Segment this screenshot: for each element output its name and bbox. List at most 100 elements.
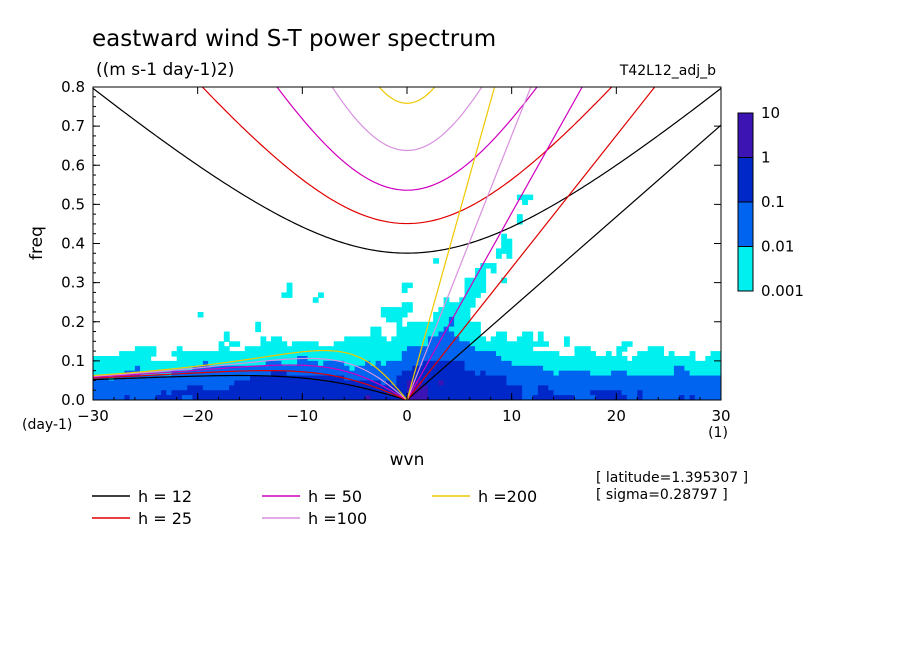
power-cell bbox=[684, 355, 691, 362]
power-cell bbox=[564, 360, 570, 367]
power-cell bbox=[344, 341, 351, 347]
power-cell bbox=[527, 336, 534, 342]
power-cell bbox=[93, 365, 99, 372]
power-cell bbox=[715, 365, 721, 372]
power-cell bbox=[344, 385, 351, 391]
power-cell bbox=[715, 351, 721, 357]
power-cell bbox=[475, 272, 481, 279]
power-cell bbox=[516, 219, 523, 225]
power-cell bbox=[527, 360, 534, 367]
power-cell bbox=[438, 375, 445, 382]
power-cell bbox=[108, 385, 115, 391]
power-cell bbox=[417, 375, 424, 382]
power-cell bbox=[490, 360, 497, 367]
power-cell bbox=[548, 395, 555, 400]
power-cell bbox=[652, 351, 659, 357]
power-cell bbox=[270, 336, 277, 342]
power-cell bbox=[516, 336, 523, 342]
power-cell bbox=[239, 390, 246, 396]
power-cell bbox=[454, 311, 460, 318]
power-cell bbox=[323, 346, 330, 352]
power-cell bbox=[239, 395, 246, 400]
power-cell bbox=[344, 395, 351, 400]
power-cell bbox=[626, 395, 633, 400]
power-cell bbox=[516, 346, 523, 352]
power-cell bbox=[302, 365, 309, 372]
power-cell bbox=[595, 390, 602, 396]
power-cell bbox=[553, 375, 560, 382]
power-cell bbox=[192, 380, 199, 386]
power-cell bbox=[244, 380, 251, 386]
power-cell bbox=[564, 380, 570, 386]
power-cell bbox=[433, 370, 439, 377]
power-cell bbox=[202, 375, 209, 382]
power-cell bbox=[119, 385, 125, 391]
power-cell bbox=[375, 395, 382, 400]
power-cell bbox=[443, 365, 450, 372]
power-cell bbox=[443, 341, 450, 347]
power-cell bbox=[197, 360, 204, 367]
power-cell bbox=[276, 336, 282, 342]
power-cell bbox=[417, 390, 424, 396]
power-cell bbox=[506, 395, 513, 400]
power-cell bbox=[532, 370, 539, 377]
power-cell bbox=[490, 385, 497, 391]
power-cell bbox=[218, 375, 225, 382]
y-tick-label: 0.2 bbox=[61, 313, 85, 331]
power-cell bbox=[710, 355, 717, 362]
power-cell bbox=[260, 341, 267, 347]
power-cell bbox=[223, 346, 230, 352]
power-cell bbox=[401, 365, 408, 372]
x-tick-label: −10 bbox=[287, 407, 319, 425]
power-cell bbox=[658, 395, 665, 400]
power-cell bbox=[427, 385, 434, 391]
power-cell bbox=[427, 360, 434, 367]
power-cell bbox=[155, 365, 162, 372]
power-cell bbox=[668, 385, 675, 391]
power-cell bbox=[338, 351, 345, 357]
power-cell bbox=[443, 316, 450, 323]
power-cell bbox=[501, 331, 508, 338]
colorbar-swatch bbox=[737, 201, 754, 247]
power-cell bbox=[553, 370, 560, 377]
power-cell bbox=[548, 375, 555, 382]
power-cell bbox=[386, 316, 392, 323]
power-cell bbox=[370, 346, 377, 352]
power-cell bbox=[166, 390, 173, 396]
power-cell bbox=[181, 375, 188, 382]
power-cell bbox=[312, 360, 319, 367]
power-cell bbox=[365, 336, 371, 342]
power-cell bbox=[464, 311, 471, 318]
power-cell bbox=[574, 370, 581, 377]
power-cell bbox=[93, 370, 99, 377]
legend-label: h = 25 bbox=[138, 509, 192, 528]
power-cell bbox=[637, 375, 644, 382]
power-cell bbox=[119, 395, 125, 400]
power-cell bbox=[218, 380, 225, 386]
power-cell bbox=[328, 370, 335, 377]
power-cell bbox=[396, 321, 403, 328]
power-cell bbox=[543, 390, 549, 396]
power-cell bbox=[438, 385, 445, 391]
power-cell bbox=[694, 385, 701, 391]
power-cell bbox=[464, 326, 471, 333]
power-cell bbox=[642, 365, 649, 372]
power-cell bbox=[548, 390, 555, 396]
power-cell bbox=[391, 380, 398, 386]
power-cell bbox=[291, 346, 298, 352]
power-cell bbox=[370, 326, 377, 333]
power-cell bbox=[208, 380, 214, 386]
power-cell bbox=[401, 390, 408, 396]
power-cell bbox=[443, 311, 450, 318]
power-cell bbox=[558, 370, 565, 377]
power-cell bbox=[255, 365, 262, 372]
power-cell bbox=[522, 194, 528, 201]
power-cell bbox=[255, 346, 262, 352]
power-cell bbox=[417, 360, 424, 367]
power-cell bbox=[647, 375, 654, 382]
power-cell bbox=[134, 390, 141, 396]
power-cell bbox=[359, 351, 366, 357]
power-cell bbox=[658, 346, 665, 352]
power-cell bbox=[490, 267, 497, 274]
power-cell bbox=[506, 355, 513, 362]
